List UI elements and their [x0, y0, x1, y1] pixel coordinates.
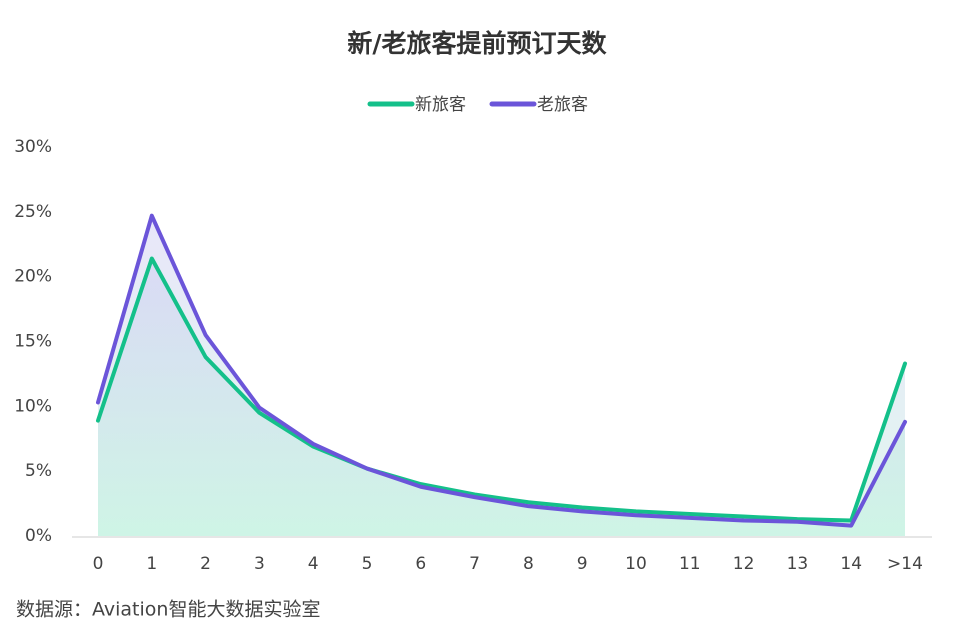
- x-tick-label: 9: [577, 554, 588, 574]
- x-tick-label: 14: [840, 554, 862, 574]
- x-tick-label: 7: [469, 554, 480, 574]
- y-tick-label: 5%: [25, 461, 52, 481]
- x-tick-label: 11: [679, 554, 701, 574]
- x-tick-label: 13: [787, 554, 809, 574]
- x-tick-label: 4: [308, 554, 319, 574]
- x-tick-label: 1: [146, 554, 157, 574]
- y-tick-label: 10%: [14, 396, 52, 416]
- x-tick-label: 5: [362, 554, 373, 574]
- x-tick-label: 12: [733, 554, 755, 574]
- source-note: 数据源：Aviation智能大数据实验室: [16, 599, 320, 621]
- chart-title: 新/老旅客提前预订天数: [347, 29, 607, 58]
- y-tick-label: 30%: [14, 137, 52, 157]
- legend-label: 老旅客: [537, 95, 588, 115]
- series-line: [96, 213, 907, 528]
- legend-label: 新旅客: [415, 95, 466, 115]
- area: [98, 215, 905, 536]
- x-tick-label: 10: [625, 554, 647, 574]
- x-tick-label: 3: [254, 554, 265, 574]
- y-tick-label: 20%: [14, 267, 52, 287]
- y-tick-label: 15%: [14, 332, 52, 352]
- x-tick-label: >14: [887, 554, 923, 574]
- x-tick-label: 2: [200, 554, 211, 574]
- x-tick-label: 6: [415, 554, 426, 574]
- x-tick-label: 0: [93, 554, 104, 574]
- y-tick-label: 25%: [14, 202, 52, 222]
- series-line: [96, 256, 907, 523]
- y-tick-label: 0%: [25, 526, 52, 546]
- x-tick-label: 8: [523, 554, 534, 574]
